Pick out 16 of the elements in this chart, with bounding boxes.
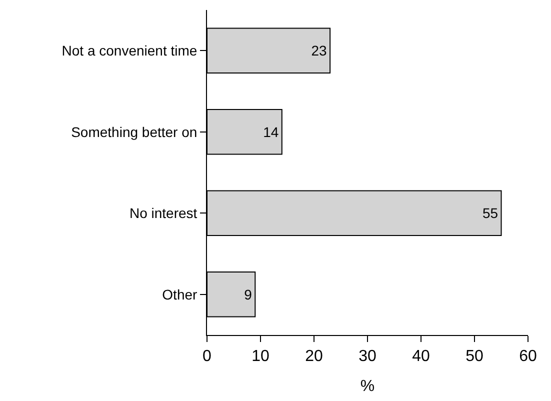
x-tick-label: 20: [305, 348, 323, 366]
x-tick-label: 30: [358, 348, 376, 366]
y-tick-label: Something better on: [71, 124, 198, 140]
data-label: 14: [263, 124, 279, 140]
data-label: 9: [244, 286, 252, 302]
x-tick-label: 40: [412, 348, 430, 366]
x-tick-label: 10: [252, 348, 270, 366]
y-tick-label: No interest: [129, 205, 198, 222]
y-tick-label: Not a convenient time: [62, 42, 198, 59]
x-axis-title: %: [360, 378, 375, 395]
x-tick-label: 60: [519, 348, 537, 366]
y-tick-label: Other: [162, 286, 198, 302]
x-tick-label: 0: [202, 348, 212, 366]
data-label: 23: [311, 42, 328, 59]
data-label: 55: [482, 205, 498, 222]
x-tick-label: 50: [466, 348, 484, 366]
